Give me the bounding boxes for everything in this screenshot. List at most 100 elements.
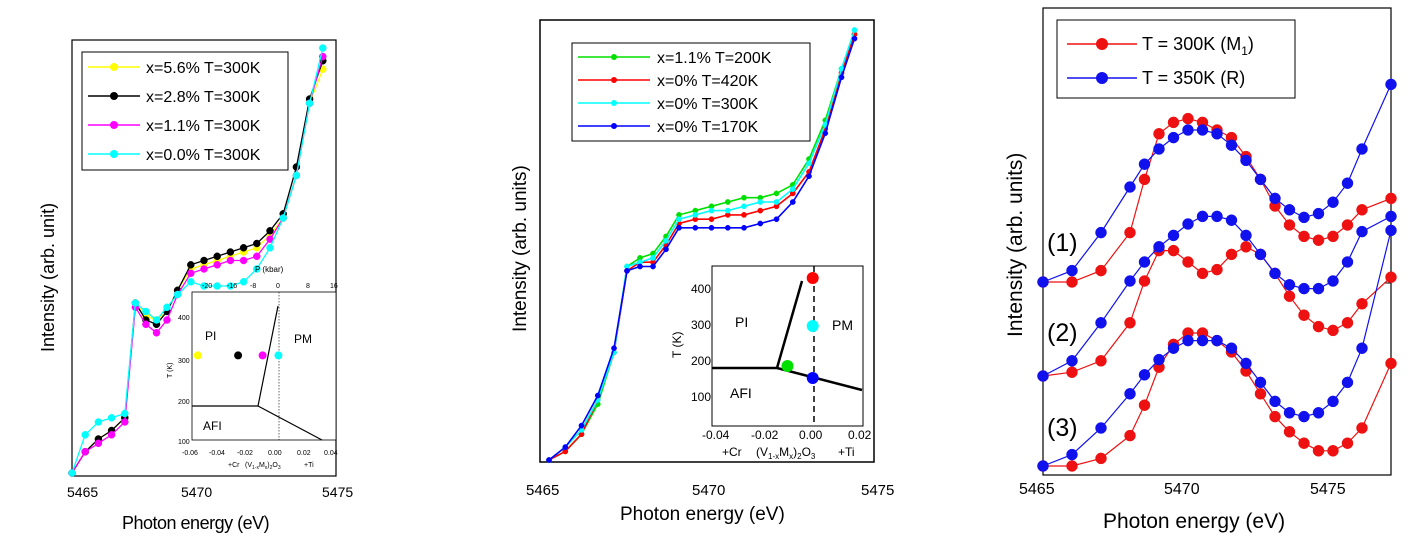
inset-point <box>274 351 283 360</box>
data-point <box>1327 324 1339 337</box>
inset-top-tick: -20 <box>202 283 212 290</box>
legend-label: T = 350K (R) <box>1142 68 1245 88</box>
data-point <box>253 239 261 248</box>
data-point <box>1153 241 1165 253</box>
inset-points <box>781 272 819 384</box>
data-point <box>611 345 617 352</box>
data-point <box>1298 282 1310 295</box>
x-tick-label: 5465 <box>67 484 98 500</box>
inset-x-tick: -0.02 <box>237 450 253 457</box>
data-point <box>851 35 858 42</box>
data-point <box>1095 422 1107 434</box>
data-point <box>121 409 129 418</box>
y-axis-label: Intensity (arb. unit) <box>38 203 58 352</box>
data-point <box>253 252 261 261</box>
data-point <box>1138 158 1151 170</box>
data-point <box>319 44 327 52</box>
data-point <box>1240 241 1252 253</box>
region-label-pm: PM <box>832 317 853 333</box>
data-point <box>1254 248 1267 261</box>
data-point <box>676 224 682 231</box>
data-point <box>546 457 552 463</box>
data-point <box>1182 256 1194 268</box>
data-point <box>213 261 221 269</box>
inset-top-tick: -8 <box>250 283 256 290</box>
data-point <box>757 207 764 214</box>
data-point <box>1283 426 1296 438</box>
data-point <box>1341 177 1354 189</box>
data-point <box>1341 317 1354 329</box>
data-point <box>1066 448 1078 461</box>
region-label-pi: PI <box>735 314 748 330</box>
data-point <box>1211 210 1223 223</box>
legend-label: x=2.8% T=300K <box>146 89 261 106</box>
data-point <box>1298 437 1310 449</box>
data-point <box>637 263 643 270</box>
data-point <box>1066 366 1078 378</box>
data-point <box>1283 407 1296 419</box>
legend-label: x=1.1% T=300K <box>146 118 261 135</box>
phase-boundary <box>257 305 279 407</box>
inset-top-tick: 8 <box>306 283 310 290</box>
data-point <box>851 27 858 33</box>
data-point <box>1341 256 1354 268</box>
data-point <box>239 256 248 265</box>
data-point <box>1182 112 1194 125</box>
inset-phase-diagram: 400 300 200 100 T (K) -0.04 -0.02 0.00 0… <box>670 265 872 461</box>
data-point <box>1095 264 1107 277</box>
data-point <box>708 224 715 231</box>
legend-label: T = 300K (M1) <box>1142 34 1254 58</box>
inset-y-tick: 300 <box>691 318 711 332</box>
data-point <box>239 278 248 286</box>
data-point <box>1356 298 1368 310</box>
data-point <box>1225 248 1238 261</box>
data-point <box>173 290 182 299</box>
data-point <box>1124 388 1136 400</box>
inset-top-tick: 16 <box>330 283 338 290</box>
data-point <box>1298 309 1310 321</box>
inset-frame <box>191 291 337 441</box>
inset-x-label: (V1-xMx)2O3 <box>756 445 816 461</box>
data-point <box>107 431 116 439</box>
data-point <box>1196 267 1209 280</box>
panel-right: 5465 5470 5475 Photon energy (eV) Intens… <box>1004 7 1397 533</box>
data-point <box>1124 181 1136 193</box>
phase-boundary <box>257 405 323 441</box>
data-point <box>1341 437 1354 449</box>
region-label-pm: PM <box>294 332 312 346</box>
data-point <box>806 173 812 180</box>
legend-marker <box>611 100 617 106</box>
data-point <box>789 186 796 192</box>
data-point <box>594 392 601 399</box>
legend-label: x=0% T=170K <box>657 119 758 136</box>
data-point <box>1356 342 1368 354</box>
inset-x-right-label: +Ti <box>304 462 314 469</box>
data-point <box>142 320 150 329</box>
inset-x-tick: -0.06 <box>182 450 198 457</box>
data-point <box>1356 143 1368 155</box>
data-point <box>200 265 208 273</box>
legend-marker <box>110 63 118 71</box>
x-axis-label: Photon energy (eV) <box>122 513 269 533</box>
data-point <box>68 469 76 477</box>
data-point <box>757 199 764 205</box>
data-point <box>1095 226 1107 239</box>
inset-point <box>193 351 202 360</box>
data-point <box>1312 234 1325 246</box>
legend: x=1.1% T=200K x=0% T=420K x=0% T=300K x=0% … <box>571 42 811 142</box>
x-tick-label: 5475 <box>322 484 353 500</box>
legend-label: x=1.1% T=200K <box>657 50 772 67</box>
inset-x-tick: -0.04 <box>702 428 730 442</box>
data-point <box>1283 279 1296 291</box>
data-point <box>1066 264 1078 277</box>
data-point <box>213 282 221 290</box>
data-point <box>1385 192 1397 205</box>
data-point <box>1211 263 1223 276</box>
data-point <box>789 199 796 205</box>
data-point <box>773 216 780 223</box>
data-point <box>1225 214 1238 226</box>
data-point <box>1196 210 1209 223</box>
data-point <box>94 439 103 448</box>
legend-marker <box>1096 72 1108 84</box>
data-point <box>1037 460 1049 472</box>
